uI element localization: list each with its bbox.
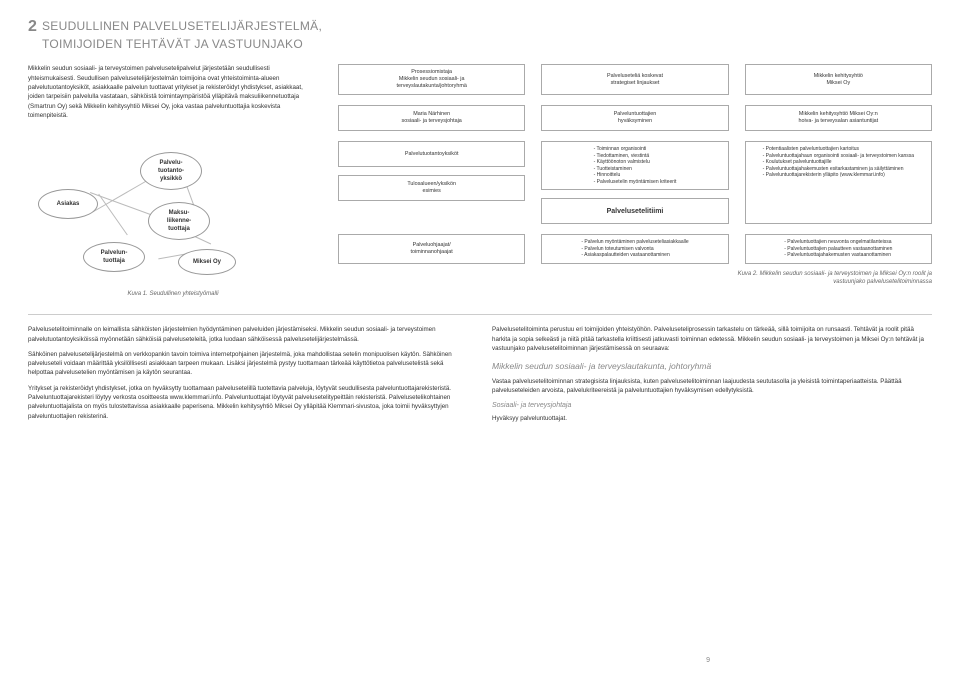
- node-palveluntuottaja: Palvelun- tuottaja: [83, 242, 145, 272]
- main-title-line2: TOIMIJOIDEN TEHTÄVÄT JA VASTUUNJAKO: [42, 36, 932, 52]
- lower-left-p1: Palvelusetelitoiminnalle on leimallista …: [28, 325, 468, 344]
- org-r2c1: Maria Närhinen sosiaali- ja terveysjohta…: [338, 105, 525, 131]
- org-r1c1: Prosessiomistaja Mikkelin seudun sosiaal…: [338, 64, 525, 95]
- divider: [28, 314, 932, 315]
- intro-paragraph: Mikkelin seudun sosiaali- ja terveystoim…: [28, 64, 318, 120]
- org-r4c2: - Palvelun myöntäminen palveluseteliasia…: [541, 234, 728, 264]
- lower-right-p1: Vastaa palvelusetelitoiminnan strategisi…: [492, 377, 932, 396]
- subheading-johtaja: Sosiaali- ja terveysjohtaja: [492, 401, 932, 410]
- lower-left: Palvelusetelitoiminnalle on leimallista …: [28, 325, 468, 429]
- subheading-lautakunta: Mikkelin seudun sosiaali- ja terveyslaut…: [492, 361, 932, 372]
- org-r4c1: Palveluohjaajat/ toiminnanohjaajat: [338, 234, 525, 264]
- lower-two-columns: Palvelusetelitoiminnalle on leimallista …: [28, 325, 932, 429]
- org-r3c2b: Palvelusetelitiimi: [541, 198, 728, 224]
- lower-left-p2: Sähköinen palvelusetelijärjestelmä on ve…: [28, 350, 468, 378]
- org-r3c3: - Potentiaalisten palveluntuottajien kar…: [745, 141, 932, 224]
- collaboration-diagram: Asiakas Palvelun- tuottaja Palvelu- tuot…: [28, 134, 318, 284]
- node-miksei: Miksei Oy: [178, 249, 236, 275]
- section-number: 2: [28, 16, 37, 38]
- lower-right: Palvelusetelitoiminta perustuu eri toimi…: [492, 325, 932, 429]
- org-r1c3: Mikkelin kehitysyhtiö Miksei Oy: [745, 64, 932, 95]
- lower-right-intro: Palvelusetelitoiminta perustuu eri toimi…: [492, 325, 932, 353]
- node-maksuliikenne: Maksu- liikenne- tuottaja: [148, 202, 210, 240]
- org-r3c1b: Tulosalueen/yksikön esimies: [338, 175, 525, 201]
- left-column: Mikkelin seudun sosiaali- ja terveystoim…: [28, 64, 318, 298]
- org-r2c2: Palveluntuottajien hyväksyminen: [541, 105, 728, 131]
- org-r1c2: Palveluseteliä koskevat strategiset linj…: [541, 64, 728, 95]
- main-title-line1: SEUDULLINEN PALVELUSETELIJÄRJESTELMÄ,: [42, 18, 932, 34]
- right-column: Prosessiomistaja Mikkelin seudun sosiaal…: [338, 64, 932, 298]
- org-caption: Kuva 2. Mikkelin seudun sosiaali- ja ter…: [338, 270, 932, 286]
- page-number: 9: [706, 656, 710, 665]
- org-r3c1a: Palvelutuotantoyksiköt: [338, 141, 525, 167]
- node-palvelutuotanto: Palvelu- tuotanto- yksikkö: [140, 152, 202, 190]
- org-r3c2a: - Toiminnan organisointi - Tiedottaminen…: [541, 141, 728, 190]
- org-r4c3: - Palveluntuottajien neuvonta ongelmatil…: [745, 234, 932, 264]
- node-asiakas: Asiakas: [38, 189, 98, 219]
- org-r2c3: Mikkelin kehitysyhtiö Miksei Oy:n hoiva-…: [745, 105, 932, 131]
- org-chart: Prosessiomistaja Mikkelin seudun sosiaal…: [338, 64, 932, 264]
- lower-right-p2: Hyväksyy palveluntuottajat.: [492, 414, 932, 423]
- lower-left-p3: Yritykset ja rekisteröidyt yhdistykset, …: [28, 384, 468, 421]
- diagram1-caption: Kuva 1. Seudullinen yhteistyömalli: [28, 290, 318, 298]
